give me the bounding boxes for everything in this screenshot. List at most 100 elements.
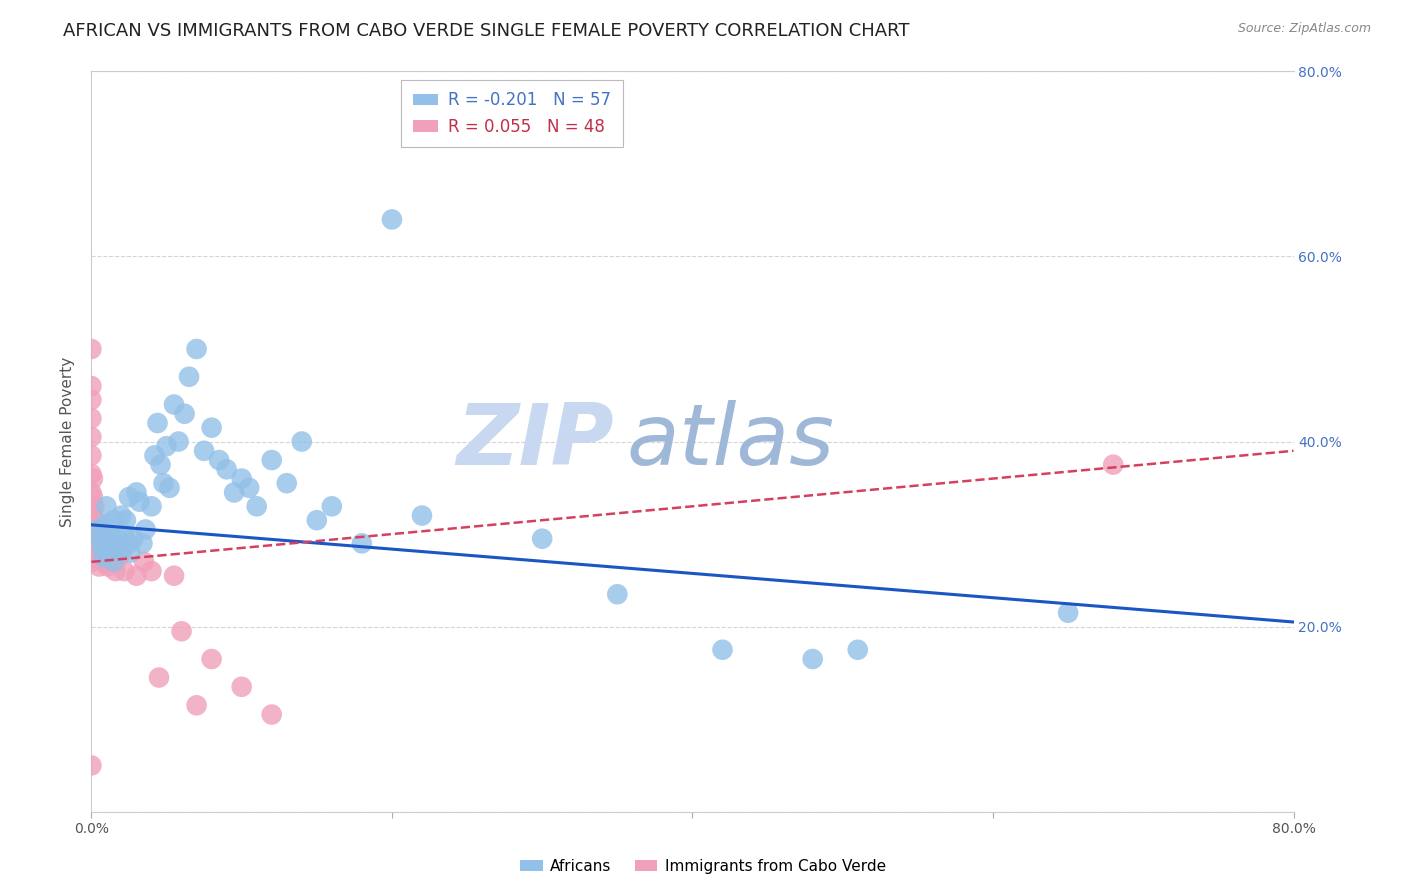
Point bbox=[94, 555, 117, 569]
Point bbox=[155, 439, 177, 453]
Point bbox=[103, 541, 125, 555]
Point bbox=[321, 500, 343, 514]
Point bbox=[90, 541, 112, 555]
Point bbox=[87, 523, 110, 537]
Point bbox=[83, 500, 105, 514]
Point bbox=[134, 523, 156, 537]
Point bbox=[1057, 606, 1080, 620]
Point bbox=[177, 369, 200, 384]
Point bbox=[80, 392, 103, 407]
Point bbox=[80, 500, 103, 514]
Point bbox=[82, 490, 104, 504]
Point bbox=[711, 642, 734, 657]
Point bbox=[143, 449, 166, 463]
Point bbox=[80, 485, 103, 500]
Point bbox=[101, 536, 124, 550]
Point bbox=[125, 485, 148, 500]
Point bbox=[80, 379, 103, 393]
Point bbox=[80, 342, 103, 356]
Point bbox=[231, 471, 253, 485]
Point bbox=[82, 471, 104, 485]
Point bbox=[141, 500, 163, 514]
Point bbox=[80, 411, 103, 425]
Point bbox=[87, 559, 110, 574]
Point bbox=[801, 652, 824, 666]
Point bbox=[80, 517, 103, 532]
Point bbox=[111, 541, 134, 555]
Point bbox=[83, 527, 105, 541]
Point bbox=[167, 434, 190, 449]
Point bbox=[103, 513, 125, 527]
Point bbox=[224, 485, 246, 500]
Point bbox=[96, 500, 118, 514]
Point bbox=[381, 212, 404, 227]
Point bbox=[104, 564, 127, 578]
Point bbox=[94, 517, 117, 532]
Point bbox=[606, 587, 628, 601]
Point bbox=[149, 458, 172, 472]
Point bbox=[231, 680, 253, 694]
Point bbox=[118, 536, 141, 550]
Point bbox=[186, 342, 208, 356]
Point bbox=[201, 420, 224, 434]
Text: AFRICAN VS IMMIGRANTS FROM CABO VERDE SINGLE FEMALE POVERTY CORRELATION CHART: AFRICAN VS IMMIGRANTS FROM CABO VERDE SI… bbox=[63, 22, 910, 40]
Point bbox=[846, 642, 869, 657]
Text: atlas: atlas bbox=[626, 400, 834, 483]
Point bbox=[107, 550, 129, 565]
Point bbox=[100, 527, 122, 541]
Point bbox=[80, 449, 103, 463]
Point bbox=[163, 397, 186, 411]
Point bbox=[186, 698, 208, 713]
Point bbox=[159, 481, 181, 495]
Point bbox=[152, 476, 174, 491]
Point bbox=[103, 555, 125, 569]
Point bbox=[96, 536, 118, 550]
Point bbox=[89, 527, 111, 541]
Point bbox=[97, 559, 120, 574]
Point bbox=[1102, 458, 1125, 472]
Point bbox=[193, 443, 215, 458]
Point bbox=[90, 545, 112, 560]
Point bbox=[170, 624, 193, 639]
Point bbox=[238, 481, 260, 495]
Point bbox=[93, 532, 115, 546]
Point bbox=[276, 476, 298, 491]
Point bbox=[122, 532, 145, 546]
Point bbox=[115, 513, 138, 527]
Point bbox=[87, 532, 110, 546]
Point bbox=[146, 416, 169, 430]
Point bbox=[350, 536, 373, 550]
Point bbox=[132, 555, 155, 569]
Point bbox=[107, 532, 129, 546]
Point bbox=[215, 462, 238, 476]
Point bbox=[80, 555, 103, 569]
Point bbox=[110, 508, 132, 523]
Point bbox=[84, 550, 107, 565]
Point bbox=[114, 564, 136, 578]
Text: ZIP: ZIP bbox=[457, 400, 614, 483]
Point bbox=[291, 434, 314, 449]
Point bbox=[125, 568, 148, 582]
Point bbox=[208, 453, 231, 467]
Point bbox=[93, 550, 115, 565]
Point bbox=[201, 652, 224, 666]
Point bbox=[87, 517, 110, 532]
Point bbox=[173, 407, 195, 421]
Point bbox=[98, 545, 121, 560]
Point bbox=[86, 541, 108, 555]
Point bbox=[118, 490, 141, 504]
Point bbox=[531, 532, 554, 546]
Point bbox=[131, 536, 153, 550]
Y-axis label: Single Female Poverty: Single Female Poverty bbox=[60, 357, 76, 526]
Point bbox=[114, 527, 136, 541]
Point bbox=[260, 453, 283, 467]
Point bbox=[148, 671, 170, 685]
Legend: Africans, Immigrants from Cabo Verde: Africans, Immigrants from Cabo Verde bbox=[513, 853, 893, 880]
Legend: R = -0.201   N = 57, R = 0.055   N = 48: R = -0.201 N = 57, R = 0.055 N = 48 bbox=[402, 79, 623, 147]
Point bbox=[128, 494, 150, 508]
Point bbox=[246, 500, 269, 514]
Point bbox=[80, 758, 103, 772]
Point bbox=[305, 513, 328, 527]
Point bbox=[120, 545, 142, 560]
Text: Source: ZipAtlas.com: Source: ZipAtlas.com bbox=[1237, 22, 1371, 36]
